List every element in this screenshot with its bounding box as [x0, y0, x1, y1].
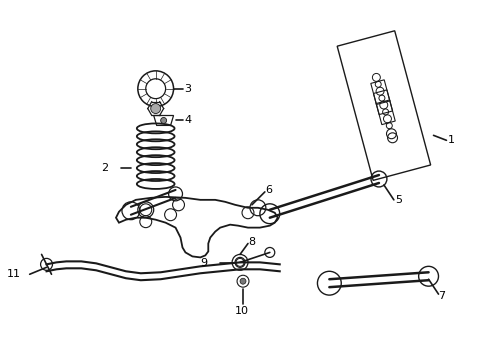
Text: 4: 4	[184, 116, 192, 126]
Text: 11: 11	[7, 269, 21, 279]
Text: 5: 5	[395, 195, 402, 205]
Text: 8: 8	[248, 237, 255, 247]
Circle shape	[151, 104, 161, 113]
Text: 3: 3	[184, 84, 192, 94]
Text: 10: 10	[235, 306, 249, 316]
Text: 9: 9	[200, 258, 207, 268]
Circle shape	[161, 117, 167, 123]
Text: 1: 1	[447, 135, 454, 145]
Circle shape	[240, 278, 246, 284]
Text: 6: 6	[265, 185, 272, 195]
Text: 2: 2	[101, 163, 108, 173]
Text: 7: 7	[439, 291, 445, 301]
